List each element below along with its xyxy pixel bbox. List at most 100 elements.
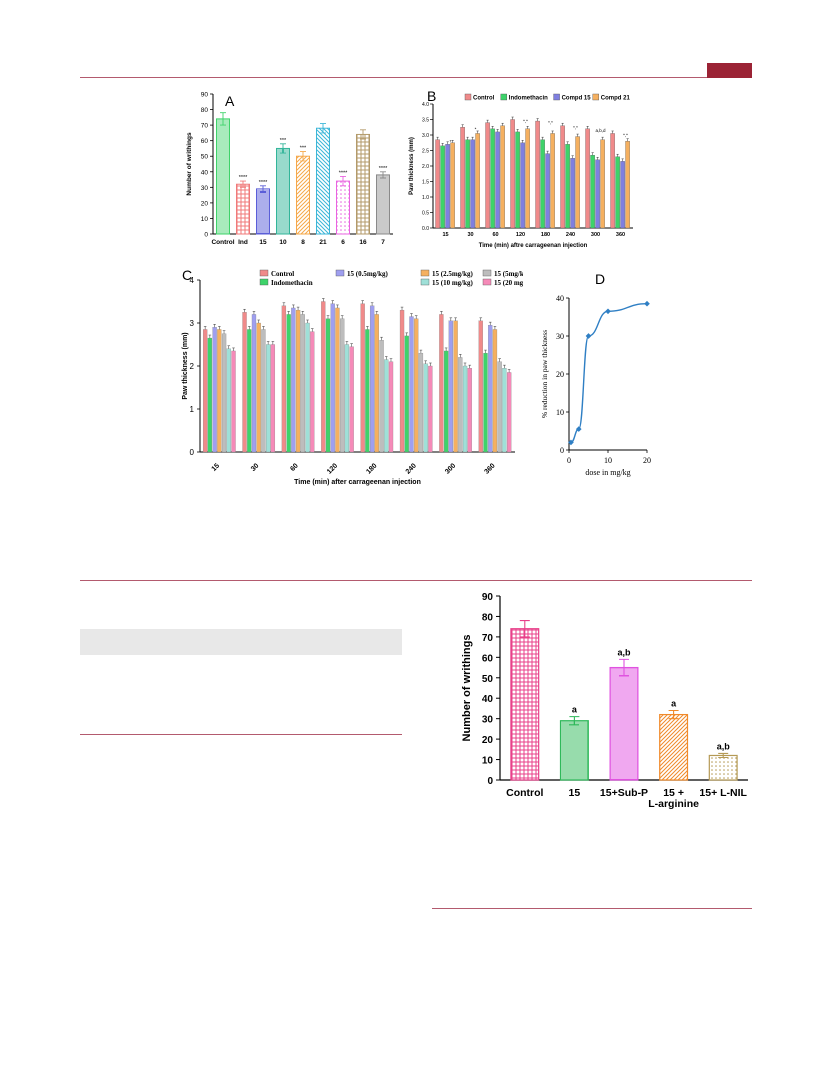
x-tick-label: 15+ L-NIL (699, 787, 747, 799)
x-tick-label: 240 (405, 462, 418, 475)
x-tick-label: 10 (604, 456, 612, 465)
error-bar (227, 345, 231, 349)
table-header-row (80, 629, 402, 655)
bar (335, 307, 340, 453)
y-tick-label: 1.0 (422, 195, 429, 201)
chart-c: 0 1 2 3 4 Paw thickness (mm) Time (min) after … (182, 268, 523, 486)
bar (470, 139, 475, 229)
bar (545, 153, 550, 229)
error-bar (262, 326, 265, 330)
y-tick-label: 50 (482, 674, 494, 685)
error-bar (507, 369, 511, 373)
error-bar (493, 326, 497, 330)
y-axis-title: % reduction in paw thickness (540, 330, 549, 418)
error-bar (440, 311, 443, 315)
bar (560, 125, 565, 229)
error-bar (566, 141, 569, 145)
bar (483, 352, 488, 453)
y-tick-label: 20 (482, 735, 494, 746)
legend-swatch (482, 278, 492, 286)
bar (321, 301, 326, 453)
legend-swatch (420, 269, 430, 277)
bar (507, 372, 512, 453)
x-tick-label: 8 (301, 239, 305, 246)
x-axis-title: Time (min) aftre carrageenan injection (479, 243, 588, 249)
bar (242, 312, 247, 453)
bar (270, 344, 276, 453)
error-bar (471, 136, 474, 140)
error-bar (405, 332, 409, 336)
error-bar (213, 324, 216, 328)
bar (444, 350, 449, 453)
x-tick-label: 360 (484, 462, 497, 475)
legend-swatch (553, 93, 560, 101)
x-tick-label: 30 (467, 232, 473, 238)
y-tick-label: 10 (556, 408, 564, 417)
legend-label: Compd 21 (601, 96, 631, 102)
error-bar (203, 326, 207, 330)
bar (316, 127, 330, 235)
error-bar (400, 306, 404, 311)
bar (330, 303, 335, 453)
bar (585, 128, 590, 229)
y-tick-label: 10 (482, 756, 494, 767)
legend-label: Control (271, 270, 294, 278)
y-tick-label: 3 (190, 319, 195, 328)
legend-label: 15 (5mg/kg) (494, 270, 523, 278)
significance-label: a,b (617, 647, 631, 657)
legend-label: 15 (2.5mg/kg) (432, 270, 474, 278)
y-tick-label: 30 (556, 332, 564, 341)
error-bar (546, 150, 549, 154)
significance-label: **** (239, 175, 248, 181)
y-tick-label: 4 (190, 276, 195, 285)
error-bar (243, 308, 246, 313)
error-bar (561, 122, 564, 126)
error-bar (266, 341, 270, 345)
error-bar (321, 298, 325, 302)
error-bar (436, 136, 439, 140)
error-bar (340, 315, 344, 319)
error-bar (569, 716, 580, 726)
error-bar (488, 321, 492, 326)
bar (376, 174, 390, 235)
bar (369, 305, 375, 453)
chart-e: 0 10 20 30 40 50 60 70 80 90 Number of writhings Co… (461, 592, 748, 810)
bar (423, 363, 428, 453)
error-bar (451, 140, 454, 143)
significance-label: *,* (523, 119, 528, 124)
bar (340, 318, 345, 453)
x-tick-label: 10 (279, 239, 287, 246)
error-bar (541, 136, 544, 140)
y-tick-label: 40 (556, 294, 564, 303)
x-tick-label: 240 (566, 232, 575, 238)
y-tick-label: 3.0 (422, 133, 429, 139)
significance-label: a (572, 705, 578, 715)
y-axis-title: Paw thickness (mm) (409, 137, 415, 195)
error-bar (287, 311, 290, 315)
error-bar (384, 356, 388, 360)
bar (365, 329, 370, 453)
error-bar (626, 138, 629, 142)
x-tick-label: 6 (341, 239, 345, 246)
y-tick-label: 70 (482, 633, 494, 644)
bar (570, 158, 575, 229)
data-point (575, 426, 582, 432)
bar (440, 145, 445, 229)
error-bar (280, 143, 286, 154)
x-tick-label: 15 (259, 239, 267, 246)
chart-a: 0 10 20 30 40 50 60 70 80 90 Number of writhings A C… (186, 92, 393, 246)
bar (281, 305, 287, 453)
x-tick-label: L-arginine (648, 798, 699, 810)
error-bar (222, 330, 226, 334)
y-tick-label: 0 (204, 232, 208, 239)
bar (497, 361, 502, 453)
series-line (570, 303, 648, 444)
error-bar (232, 347, 235, 351)
error-bar (252, 311, 256, 315)
bar (448, 320, 453, 453)
y-tick-label: 60 (201, 138, 209, 145)
bar (615, 156, 620, 229)
bar (344, 344, 350, 453)
panel-label: C (182, 268, 192, 283)
bar (336, 180, 350, 235)
